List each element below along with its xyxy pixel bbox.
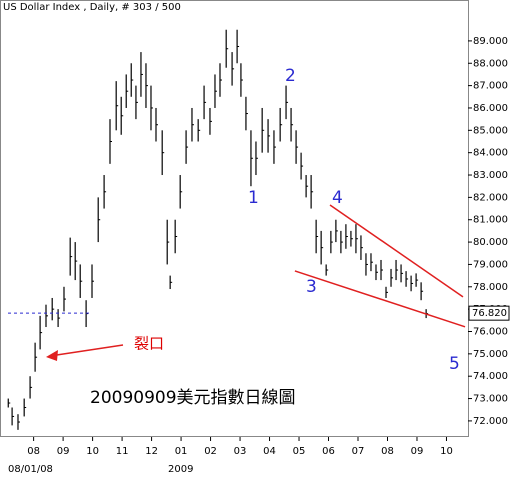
x-tick-label: 06	[322, 446, 335, 457]
y-tick-label: 84.000	[473, 148, 508, 159]
x-tick-label: 09	[57, 446, 70, 457]
wave-label: 4	[332, 188, 343, 208]
arrow-head	[46, 350, 58, 361]
y-tick-label: 89.000	[473, 36, 508, 47]
trendline	[294, 270, 466, 328]
x-tick-label: 08	[381, 446, 394, 457]
trendline	[329, 204, 464, 298]
y-tick-label: 81.000	[473, 215, 508, 226]
y-tick-label: 88.000	[473, 58, 508, 69]
gap-label: 裂口	[134, 335, 164, 353]
wave-label: 3	[306, 277, 317, 297]
y-tick-label: 75.000	[473, 349, 508, 360]
last-price-box	[468, 305, 510, 321]
x-tick-label: 09	[411, 446, 424, 457]
wave-label: 2	[285, 66, 296, 86]
wave-label: 5	[449, 354, 460, 374]
caption: 20090909美元指數日線圖	[90, 388, 296, 408]
x-tick-label: 02	[204, 446, 217, 457]
start-date: 08/01/08	[8, 464, 53, 475]
y-tick-label: 85.000	[473, 125, 508, 136]
y-tick-label: 78.000	[473, 282, 508, 293]
y-tick-label: 74.000	[473, 371, 508, 382]
x-tick-label: 10	[86, 446, 99, 457]
chart-title: US Dollar Index , Daily, # 303 / 500	[3, 2, 181, 13]
y-tick-label: 72.000	[473, 416, 508, 427]
x-tick-label: 01	[175, 446, 188, 457]
x-tick-label: 03	[234, 446, 247, 457]
y-tick-label: 80.000	[473, 237, 508, 248]
x-tick-label: 11	[116, 446, 129, 457]
y-tick-label: 83.000	[473, 170, 508, 181]
y-tick-label: 86.000	[473, 103, 508, 114]
x-tick-label: 08	[27, 446, 40, 457]
arrow	[49, 344, 124, 357]
x-tick-label: 07	[352, 446, 365, 457]
y-tick-label: 76.000	[473, 326, 508, 337]
plot-frame	[0, 0, 469, 437]
year-label: 2009	[168, 464, 193, 475]
y-tick-label: 82.000	[473, 192, 508, 203]
x-tick-label: 05	[293, 446, 306, 457]
y-tick-label: 79.000	[473, 259, 508, 270]
x-tick-label: 04	[263, 446, 276, 457]
x-tick-label: 12	[145, 446, 158, 457]
y-tick-label: 87.000	[473, 81, 508, 92]
wave-label: 1	[248, 188, 259, 208]
last-price-label: 76.820	[472, 308, 507, 319]
y-tick-label: 73.000	[473, 394, 508, 405]
x-tick-label: 10	[440, 446, 453, 457]
